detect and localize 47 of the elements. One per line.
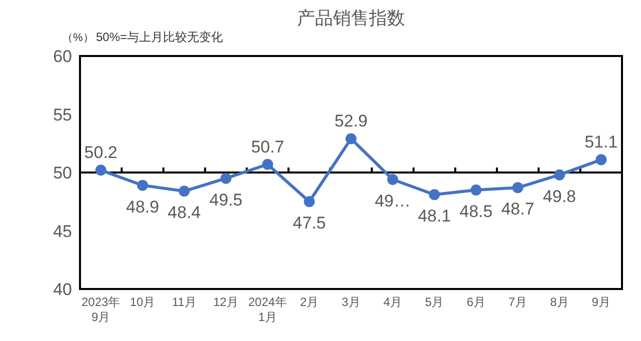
data-label: 47.5 — [292, 214, 326, 233]
x-tick-label: 2024年 1月 — [248, 295, 287, 324]
x-tick-label: 8月 — [550, 295, 569, 309]
point — [428, 189, 440, 200]
data-label: 52.9 — [334, 112, 368, 131]
data-label: 48.1 — [418, 206, 451, 226]
data-label: 48.5 — [460, 202, 493, 221]
chart-title: 产品销售指数 — [297, 8, 405, 28]
data-label: 49… — [374, 191, 411, 210]
point — [220, 172, 232, 184]
point — [554, 169, 565, 180]
data-label: 48.4 — [168, 203, 201, 222]
y-tick-label: 50 — [53, 164, 72, 182]
point — [346, 133, 356, 144]
x-tick-label: 11月 — [172, 295, 196, 309]
y-tick-label: 45 — [53, 222, 72, 241]
x-tick-label: 2月 — [300, 295, 319, 309]
x-tick-label: 12月 — [213, 295, 239, 309]
y-tick-label: 40 — [53, 280, 72, 299]
x-tick-label: 9月 — [592, 295, 610, 309]
x-tick-label: 7月 — [508, 295, 528, 309]
x-tick-label: 3月 — [342, 295, 360, 309]
y-tick-label: 55 — [53, 105, 72, 124]
x-tick-label: 4月 — [383, 295, 402, 309]
data-label: 49.8 — [542, 186, 576, 206]
data-label: 50.7 — [251, 137, 284, 156]
point — [596, 154, 607, 166]
point — [387, 174, 398, 185]
data-label: 51.1 — [584, 132, 618, 152]
point — [262, 158, 274, 170]
x-tick-label: 2023年 9月 — [81, 295, 120, 324]
point — [95, 164, 106, 176]
x-tick-label: 10月 — [130, 295, 156, 309]
text: 50%=与上月比较无变化 — [96, 30, 224, 44]
x-tick-label: 5月 — [425, 295, 444, 309]
data-label: 50.2 — [84, 143, 118, 162]
y-tick-label: 60 — [53, 47, 72, 66]
data-label: 48.7 — [501, 200, 534, 219]
data-label: 49.5 — [209, 190, 242, 210]
point — [178, 186, 190, 197]
point — [137, 180, 148, 191]
data-label: 48.9 — [126, 197, 160, 216]
point — [512, 182, 524, 194]
x-tick-label: 6月 — [466, 295, 486, 309]
point — [304, 196, 315, 208]
y-axis-title: （%） — [62, 32, 94, 44]
point — [470, 184, 482, 196]
